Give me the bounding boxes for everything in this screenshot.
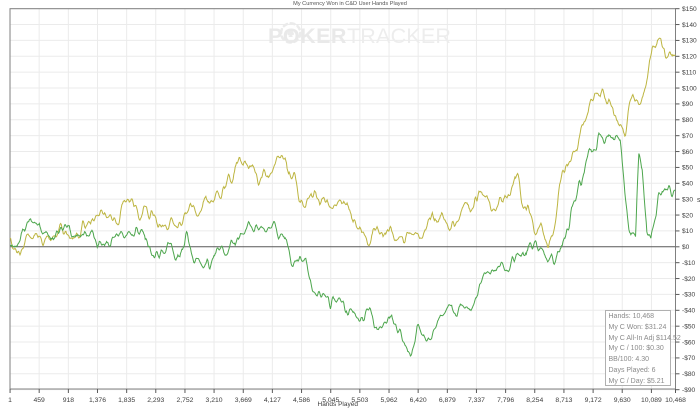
svg-text:$140: $140: [682, 22, 697, 29]
svg-text:$120: $120: [682, 54, 697, 61]
svg-text:-$60: -$60: [682, 339, 696, 346]
svg-text:-$30: -$30: [682, 292, 696, 299]
svg-text:$110: $110: [682, 69, 697, 76]
svg-text:-$90: -$90: [682, 387, 696, 394]
svg-text:$50: $50: [682, 165, 693, 172]
svg-text:-$20: -$20: [682, 276, 696, 283]
svg-text:$70: $70: [682, 133, 693, 140]
svg-text:$90: $90: [682, 101, 693, 108]
svg-text:$150: $150: [682, 6, 697, 13]
svg-text:$30: $30: [682, 196, 693, 203]
svg-text:-$70: -$70: [682, 355, 696, 362]
svg-text:$60: $60: [682, 149, 693, 156]
svg-text:$0: $0: [682, 244, 690, 251]
svg-text:$130: $130: [682, 38, 697, 45]
svg-text:$100: $100: [682, 85, 697, 92]
svg-text:-$80: -$80: [682, 371, 696, 378]
svg-text:$80: $80: [682, 117, 693, 124]
svg-text:$20: $20: [682, 212, 693, 219]
svg-text:$40: $40: [682, 181, 693, 188]
svg-text:-$10: -$10: [682, 260, 696, 267]
svg-text:-$50: -$50: [682, 323, 696, 330]
svg-text:$10: $10: [682, 228, 693, 235]
svg-text:-$40: -$40: [682, 308, 696, 315]
